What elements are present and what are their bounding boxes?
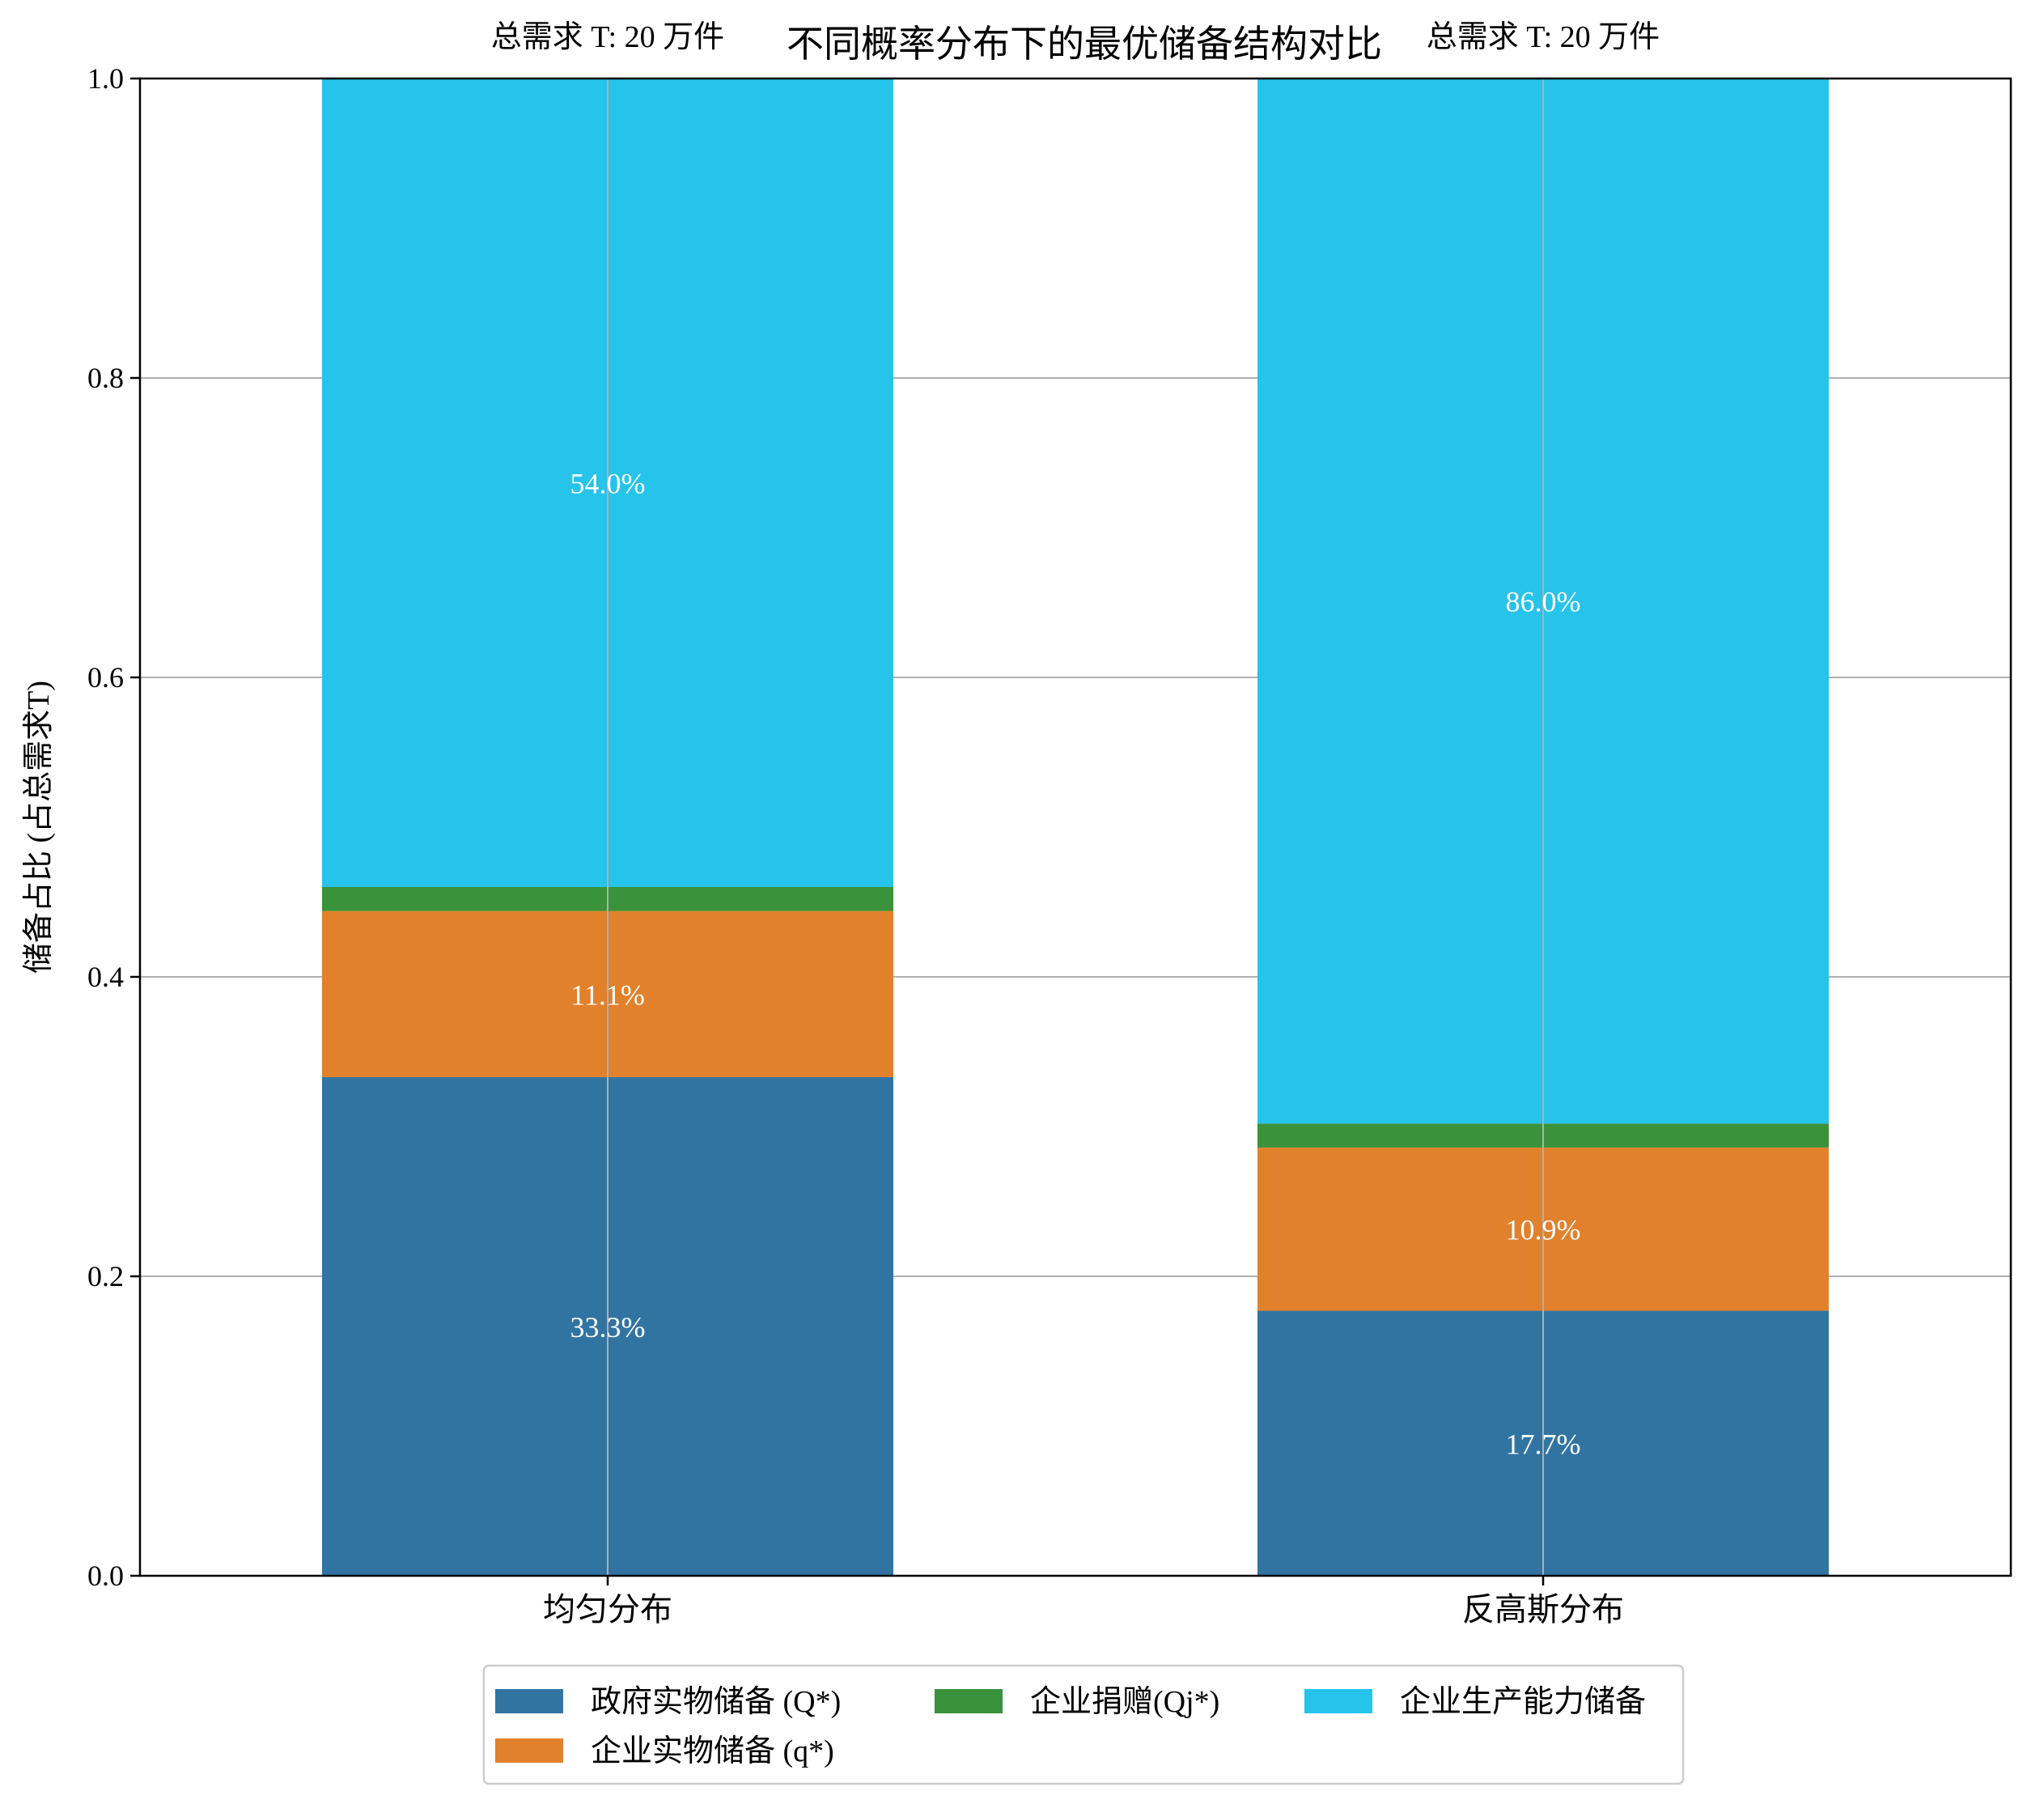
- total-demand-annotation: 总需求 T: 20 万件: [1427, 20, 1660, 54]
- vertical-grid-lines: [607, 79, 1544, 1576]
- segment-value-label: 10.9%: [1506, 1214, 1581, 1246]
- y-tick-label: 0.8: [87, 362, 124, 394]
- y-tick-label: 1.0: [87, 62, 124, 95]
- total-demand-annotation: 总需求 T: 20 万件: [491, 20, 724, 54]
- y-tick-label: 0.2: [87, 1260, 124, 1293]
- legend-swatch: [495, 1738, 563, 1763]
- legend-box: [482, 1664, 1685, 1785]
- segment-value-label: 17.7%: [1506, 1428, 1581, 1460]
- chart-title: 不同概率分布下的最优储备结构对比: [787, 23, 1382, 65]
- segment-value-label: 86.0%: [1506, 586, 1581, 618]
- y-tick-label: 0.6: [87, 661, 124, 694]
- legend-label: 政府实物储备 (Q*): [591, 1685, 841, 1719]
- segment-value-label: 33.3%: [570, 1311, 646, 1343]
- legend-swatch: [495, 1689, 563, 1713]
- axes: 0.0 0.2 0.4 0.6 0.8 1.0 均匀分布 反高斯分布: [87, 62, 1624, 1628]
- bar-stacks: [322, 79, 1829, 1576]
- plot-frame: [138, 77, 2012, 1577]
- legend-swatch: [935, 1689, 1003, 1713]
- legend-label: 企业生产能力储备: [1400, 1685, 1646, 1719]
- legend-label: 企业实物储备 (q*): [591, 1734, 834, 1768]
- segment-value-label: 54.0%: [570, 468, 646, 500]
- x-category-label: 反高斯分布: [1462, 1591, 1624, 1628]
- segment-value-label: 11.1%: [570, 978, 645, 1011]
- legend: 政府实物储备 (Q*) 企业实物储备 (q*) 企业捐赠(Qj*) 企业生产能力储备: [482, 1664, 1685, 1785]
- y-tick-label: 0.4: [87, 961, 124, 993]
- y-tick-label: 0.0: [87, 1560, 124, 1592]
- legend-swatch: [1304, 1689, 1372, 1713]
- segment-labels: 33.3% 11.1% 54.0% 17.7% 10.9% 86.0%: [570, 468, 1581, 1461]
- legend-label: 企业捐赠(Qj*): [1030, 1685, 1219, 1719]
- x-category-label: 均匀分布: [543, 1591, 672, 1628]
- y-axis-label: 储备占比 (占总需求T): [22, 681, 56, 974]
- top-annotations: 总需求 T: 20 万件 总需求 T: 20 万件: [491, 20, 1660, 54]
